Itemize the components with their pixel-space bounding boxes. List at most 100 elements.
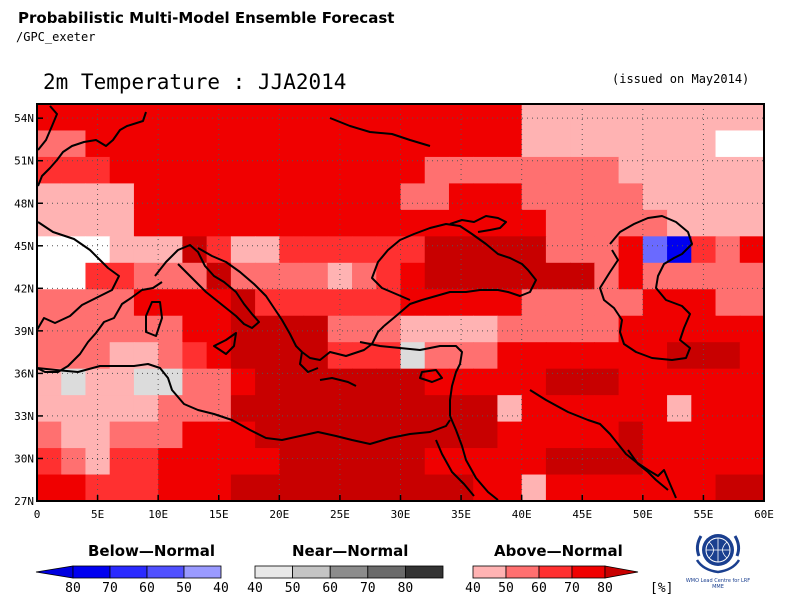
grid-cell (715, 315, 741, 343)
grid-cell (327, 448, 353, 476)
grid-cell (61, 368, 87, 396)
grid-cell (279, 130, 305, 158)
legend-swatch (109, 565, 148, 579)
grid-cell (400, 448, 426, 476)
legend-swatch (329, 565, 369, 579)
grid-cell (424, 156, 450, 184)
lat-tick-label: 45N (14, 240, 34, 253)
grid-cell (376, 448, 402, 476)
legend-swatch (367, 565, 406, 579)
grid-cell (618, 342, 644, 370)
grid-cell (230, 395, 256, 423)
grid-cell (230, 474, 256, 502)
grid-cell (715, 183, 741, 211)
grid-cell (109, 130, 135, 158)
graticule (37, 104, 764, 501)
grid-cell (497, 262, 523, 290)
grid-cell (667, 368, 692, 396)
grid-cell (618, 448, 644, 476)
grid-cell (303, 474, 329, 502)
grid-cell (303, 130, 329, 158)
grid-cell (376, 395, 402, 423)
legend-swatch (505, 565, 540, 579)
grid-cell (521, 395, 547, 423)
grid-cell (642, 289, 668, 317)
grid-cell (667, 262, 692, 290)
grid-cell (206, 183, 232, 211)
grid-cell (376, 289, 402, 317)
grid-cell (158, 104, 183, 132)
grid-cell (424, 262, 450, 290)
grid-cell (618, 289, 644, 317)
legend-tick-label: 70 (564, 581, 580, 596)
grid-cell (739, 209, 765, 237)
grid-cell (497, 315, 523, 343)
grid-cell (61, 448, 87, 476)
grid-cell (133, 156, 159, 184)
grid-cell (739, 262, 765, 290)
lon-tick-label: 5E (91, 508, 104, 521)
grid-cell (545, 448, 571, 476)
grid-cell (570, 342, 595, 370)
lon-tick-label: 60E (754, 508, 774, 521)
grid-cell (473, 262, 499, 290)
grid-cell (303, 156, 329, 184)
grid-cell (521, 236, 547, 264)
grid-cell (594, 395, 620, 423)
grid-cell (158, 395, 183, 423)
grid-cell (352, 130, 377, 158)
grid-cell (618, 209, 644, 237)
grid-cell (109, 156, 135, 184)
grid-cell (255, 183, 280, 211)
grid-cell (255, 209, 280, 237)
grid-cell (182, 368, 208, 396)
grid-cell (739, 236, 765, 264)
grid-cell (61, 183, 87, 211)
grid-cell (61, 395, 87, 423)
grid-cell (473, 104, 499, 132)
grid-cell (255, 156, 280, 184)
grid-cell (521, 156, 547, 184)
grid-cell (618, 183, 644, 211)
grid-cell (691, 368, 717, 396)
grid-cell (303, 104, 329, 132)
grid-cell (352, 209, 377, 237)
axis-ticks (36, 117, 765, 502)
lon-tick-label: 35E (451, 508, 471, 521)
grid-cell (133, 421, 159, 449)
legend-tick-label: 60 (139, 581, 155, 596)
lat-tick-label: 51N (14, 155, 34, 168)
grid-cell (618, 130, 644, 158)
grid-cell (594, 130, 620, 158)
grid-cell (691, 342, 717, 370)
grid-cell (473, 368, 499, 396)
below-normal-label: Below—Normal (88, 542, 215, 560)
grid-cell (37, 448, 62, 476)
grid-cell (158, 183, 183, 211)
grid-cell (352, 342, 377, 370)
grid-cell (521, 104, 547, 132)
grid-cell (667, 395, 692, 423)
grid-cell (352, 156, 377, 184)
grid-cell (85, 448, 111, 476)
grid-cell (691, 104, 717, 132)
grid-cell (61, 236, 87, 264)
lat-tick-label: 39N (14, 325, 34, 338)
legend-tick-label: 60 (322, 581, 338, 596)
grid-cell (230, 448, 256, 476)
grid-cell (230, 130, 256, 158)
grid-cell (37, 236, 62, 264)
grid-cell (497, 183, 523, 211)
grid-cell (545, 315, 571, 343)
grid-cell (545, 209, 571, 237)
grid-cell (255, 368, 280, 396)
grid-cell (182, 130, 208, 158)
grid-cell (618, 474, 644, 502)
grid-cell (545, 104, 571, 132)
grid-cell (521, 209, 547, 237)
grid-cell (497, 368, 523, 396)
grid-cell (473, 421, 499, 449)
legend-tick-label: 60 (531, 581, 547, 596)
grid-cell (691, 289, 717, 317)
grid-cell (158, 289, 183, 317)
